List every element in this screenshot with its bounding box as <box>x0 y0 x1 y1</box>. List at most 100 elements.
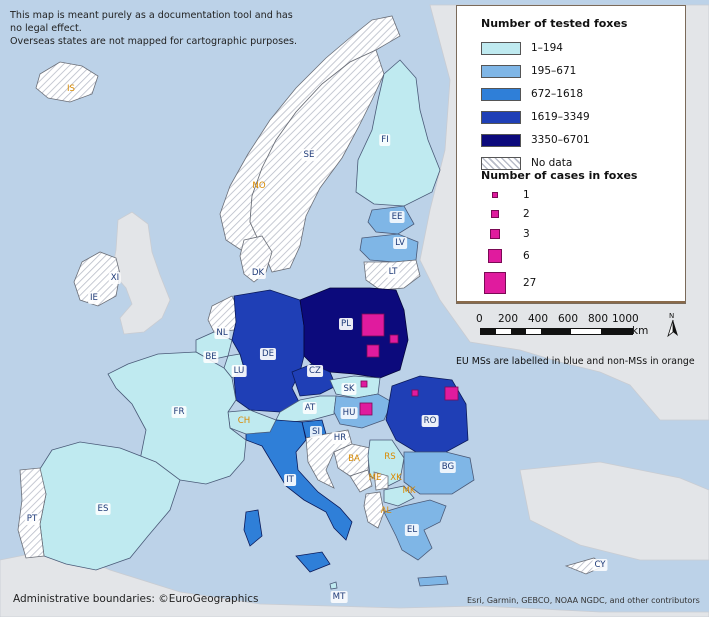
legend-case-2: 2 <box>481 207 530 221</box>
country-MK <box>383 485 415 507</box>
country-label-DK: DK <box>249 267 267 279</box>
country-label-EL: EL <box>404 524 420 536</box>
legend-case-label: 2 <box>523 208 530 220</box>
case-marker-pl-6 <box>366 344 380 358</box>
country-label-BE: BE <box>203 351 219 363</box>
country-label-HR: HR <box>331 432 349 444</box>
country-PL <box>299 287 409 379</box>
north-arrow: N <box>666 312 680 338</box>
country-label-NL: NL <box>214 327 230 339</box>
north-arrow-label: N <box>669 312 675 320</box>
case-marker-ro-6 <box>444 386 459 401</box>
country-label-BA: BA <box>348 454 360 464</box>
case-square <box>484 272 506 294</box>
country-label-MK: MK <box>402 486 416 496</box>
legend-class-label: 1619–3349 <box>531 111 590 123</box>
sicily <box>295 551 331 573</box>
legend-separator <box>457 301 685 303</box>
country-label-PT: PT <box>24 513 40 525</box>
country-ME <box>349 469 373 493</box>
legend-class-1: 1–194 <box>481 40 563 56</box>
country-label-CZ: CZ <box>307 365 323 377</box>
legend-case-label: 3 <box>523 228 530 240</box>
country-label-FR: FR <box>171 406 187 418</box>
scale-tick: 1000 <box>612 313 639 325</box>
legend-case-27: 27 <box>481 271 536 295</box>
legend-class-label: 195–671 <box>531 65 577 77</box>
country-label-XI: XI <box>108 272 122 284</box>
legend-case-label: 27 <box>523 277 537 289</box>
crete <box>417 575 449 587</box>
country-IE <box>73 251 121 307</box>
legend-tested-title: Number of tested foxes <box>481 17 628 30</box>
legend-case-3: 3 <box>481 226 530 242</box>
legend-class-3: 672–1618 <box>481 86 583 102</box>
country-label-AT: AT <box>302 402 318 414</box>
basemap-credits: Esri, Garmin, GEBCO, NOAA NGDC, and othe… <box>467 596 700 605</box>
case-markers <box>359 313 459 416</box>
legend-cases-title: Number of cases in foxes <box>481 169 638 182</box>
member-state-note: EU MSs are labelled in blue and non-MSs … <box>456 356 695 367</box>
country-LV <box>359 233 419 263</box>
legend-swatch <box>481 64 521 78</box>
country-label-ES: ES <box>95 503 111 515</box>
country-BG <box>403 451 475 495</box>
legend-class-4: 1619–3349 <box>481 109 590 125</box>
legend-swatch-hatched <box>481 156 521 170</box>
country-label-RS: RS <box>384 452 396 462</box>
country-label-IT: IT <box>284 474 296 486</box>
scale-unit: km <box>632 325 649 337</box>
legend-class-label: No data <box>531 157 573 169</box>
country-IT <box>245 419 353 541</box>
scale-tick: 400 <box>528 313 549 325</box>
country-label-AL: AL <box>380 506 392 516</box>
country-label-EE: EE <box>389 211 405 223</box>
country-label-XK: XK <box>390 473 402 483</box>
country-label-HU: HU <box>340 407 358 419</box>
north-arrow-icon <box>667 319 678 338</box>
country-SE <box>249 49 385 273</box>
legend-class-5: 3350–6701 <box>481 132 590 148</box>
legend-class-label: 672–1618 <box>531 88 584 100</box>
country-label-RO: RO <box>421 415 439 427</box>
country-FI <box>355 59 441 207</box>
disclaimer: This map is meant purely as a documentat… <box>10 9 340 48</box>
country-label-LT: LT <box>386 266 400 278</box>
case-square <box>492 192 498 198</box>
country-label-SE: SE <box>301 149 317 161</box>
legend-class-nodata: No data <box>481 155 572 171</box>
country-MT <box>329 581 338 590</box>
legend-swatch <box>481 41 521 55</box>
legend-class-2: 195–671 <box>481 63 576 79</box>
admin-boundaries-credit: Administrative boundaries: ©EuroGeograph… <box>13 593 259 605</box>
disclaimer-line-3: Overseas states are not mapped for carto… <box>10 36 298 47</box>
country-label-SK: SK <box>341 383 357 395</box>
legend-case-6: 6 <box>481 247 530 265</box>
country-label-CY: CY <box>592 559 608 571</box>
country-label-IE: IE <box>88 292 100 304</box>
country-label-FI: FI <box>379 134 391 146</box>
legend-case-1: 1 <box>481 189 530 201</box>
country-label-BG: BG <box>439 461 457 473</box>
legend-class-label: 1–194 <box>531 42 563 54</box>
legend-swatch <box>481 110 521 124</box>
case-marker-ro-1 <box>411 389 419 397</box>
case-square <box>488 249 502 263</box>
legend-swatch <box>481 133 521 147</box>
scale-bar: 0 200 400 600 800 1000 km <box>476 313 666 337</box>
case-marker-hu-6 <box>359 402 373 416</box>
scale-tick: 0 <box>476 313 483 325</box>
case-square <box>490 229 500 239</box>
disclaimer-line-1: This map is meant purely as a documentat… <box>10 10 293 21</box>
legend-swatch <box>481 87 521 101</box>
case-square <box>491 210 499 218</box>
legend-case-label: 1 <box>523 189 530 201</box>
scale-tick: 600 <box>558 313 579 325</box>
map-legend: Number of tested foxes 1–194 195–671 672… <box>456 5 686 304</box>
country-label-SI: SI <box>310 426 322 438</box>
case-marker-pl-27 <box>361 313 385 337</box>
country-label-PL: PL <box>339 318 353 330</box>
country-label-DE: DE <box>259 348 277 360</box>
country-IS <box>35 61 99 103</box>
country-label-LV: LV <box>393 237 407 249</box>
